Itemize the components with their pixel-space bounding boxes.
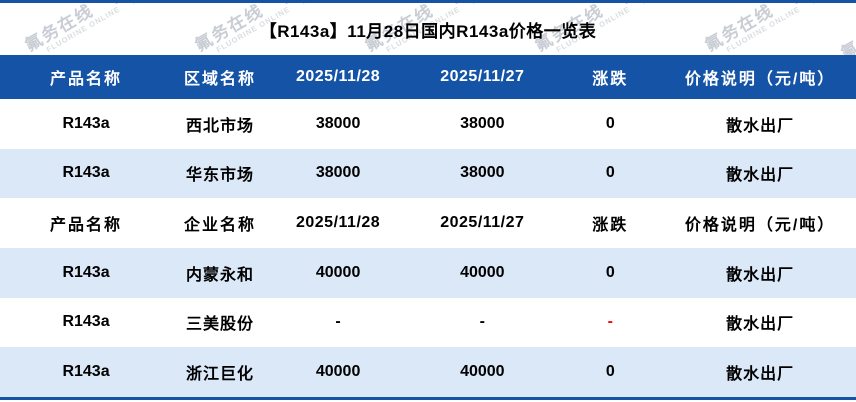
title-band: 氟务在线 FLUORINE ONLINE 氟务在线 FLUORINE ONLINE … [0,3,856,55]
cell-price-current: - [335,313,341,331]
cell-price-note: 散水出厂 [726,167,795,185]
cell-price-previous: 40000 [460,363,505,381]
column-header-region: 区域名称 [183,71,256,88]
cell-region: 西北市场 [185,117,254,135]
cell-product: R143a [62,363,110,381]
subheader-date-current: 2025/11/28 [295,214,381,232]
cell-company: 浙江巨化 [185,366,254,384]
column-header-price-note: 价格说明（元/吨） [684,71,836,88]
cell-product: R143a [62,263,110,281]
column-header-date-current: 2025/11/28 [295,68,381,85]
cell-price-previous: 38000 [460,164,505,182]
cell-price-current: 38000 [315,114,361,132]
bottom-accent-line [0,397,856,400]
subheader-price-note: 价格说明（元/吨） [684,217,836,235]
cell-price-note: 散水出厂 [726,316,795,334]
cell-product: R143a [62,114,110,132]
column-header-product: 产品名称 [50,71,123,88]
page-title: 【R143a】11月28日国内R143a价格一览表 [259,21,597,41]
column-header-row: 产品名称 区域名称 2025/11/28 2025/11/27 涨跌 价格说明（… [0,55,856,99]
cell-region: 华东市场 [185,167,254,185]
table-row: R143a 华东市场 38000 38000 0 散水出厂 [0,148,856,199]
table-row: R143a 浙江巨化 40000 40000 0 散水出厂 [0,347,856,397]
cell-price-note: 散水出厂 [726,266,795,284]
subheader-change: 涨跌 [592,217,629,235]
cell-change: 0 [605,263,615,281]
cell-price-current: 40000 [315,263,361,281]
table-row: R143a 西北市场 38000 38000 0 散水出厂 [0,99,856,149]
price-table: 产品名称 区域名称 2025/11/28 2025/11/27 涨跌 价格说明（… [0,55,856,397]
subheader-product: 产品名称 [50,217,123,235]
cell-change-negative: - [607,313,613,331]
cell-change: 0 [605,114,615,132]
cell-change: 0 [605,164,615,182]
subheader-company: 企业名称 [183,217,256,235]
cell-price-previous: 38000 [460,114,505,132]
cell-change: 0 [605,363,615,381]
top-accent-line [0,0,856,3]
cell-price-previous: 40000 [460,263,505,281]
cell-price-current: 38000 [315,164,361,182]
cell-product: R143a [62,313,110,331]
table-row: R143a 三美股份 - - - 散水出厂 [0,297,856,348]
cell-price-current: 40000 [315,363,361,381]
cell-price-previous: - [479,313,485,331]
column-header-date-previous: 2025/11/27 [440,68,525,85]
subheader-row: 产品名称 企业名称 2025/11/28 2025/11/27 涨跌 价格说明（… [0,198,856,248]
cell-product: R143a [62,164,110,182]
table-row: R143a 内蒙永和 40000 40000 0 散水出厂 [0,247,856,298]
cell-price-note: 散水出厂 [726,117,795,135]
cell-company: 内蒙永和 [185,266,254,284]
subheader-date-previous: 2025/11/27 [440,214,525,232]
column-header-change: 涨跌 [592,71,629,88]
cell-company: 三美股份 [185,316,254,334]
cell-price-note: 散水出厂 [726,366,795,384]
